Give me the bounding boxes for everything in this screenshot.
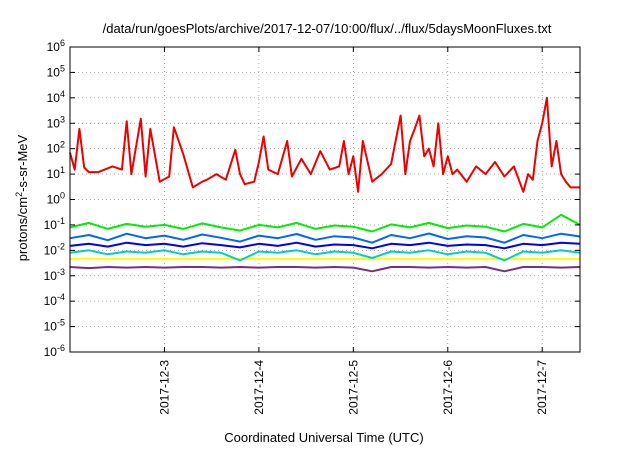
x-tick-label: 2017-12-5 — [346, 360, 360, 415]
y-tick-label: 105 — [47, 63, 65, 79]
y-ticks: 10-6 10-5 10-4 10-3 10-2 10-1 100 101 102 103 104 1… — [44, 38, 580, 359]
x-tick-label: 2017-12-7 — [535, 360, 549, 415]
y-tick-label: 10-3 — [44, 267, 65, 283]
y-tick-label: 10-1 — [44, 216, 65, 232]
x-tick-label: 2017-12-6 — [441, 360, 455, 415]
series-line-0 — [69, 266, 581, 273]
y-axis-label-suffix: -s-sr-MeV — [15, 134, 30, 191]
y-axis-label-sup: 2 — [14, 192, 24, 197]
x-tick-label: 2017-12-4 — [252, 360, 266, 415]
y-tick-label: 10-4 — [44, 292, 65, 308]
x-axis-label: Coordinated Universal Time (UTC) — [224, 430, 423, 445]
series-line-1 — [69, 257, 581, 261]
series-line-4 — [69, 232, 581, 244]
series-line-3 — [69, 241, 581, 250]
x-tick-label: 2017-12-3 — [157, 360, 171, 415]
y-tick-label: 102 — [47, 140, 65, 156]
chart-title: /data/run/goesPlots/archive/2017-12-07/1… — [103, 21, 552, 36]
series-line-2 — [69, 249, 581, 262]
grid — [70, 47, 580, 352]
y-tick-label: 104 — [47, 89, 65, 105]
y-tick-label: 101 — [47, 165, 65, 181]
y-tick-label: 106 — [47, 38, 65, 54]
x-ticks: 2017-12-3 2017-12-4 2017-12-5 2017-12-6 2017… — [157, 47, 549, 415]
y-tick-label: 10-2 — [44, 241, 65, 257]
series-group — [69, 96, 581, 273]
y-tick-label: 100 — [47, 191, 65, 207]
y-tick-label: 10-6 — [44, 343, 65, 359]
y-tick-label: 103 — [47, 114, 65, 130]
y-tick-label: 10-5 — [44, 318, 65, 334]
series-line-5 — [69, 213, 581, 233]
y-axis-label-prefix: protons/cm — [15, 197, 30, 261]
series-line-6 — [69, 96, 580, 193]
y-axis-label: protons/cm2-s-sr-MeV — [14, 134, 30, 261]
